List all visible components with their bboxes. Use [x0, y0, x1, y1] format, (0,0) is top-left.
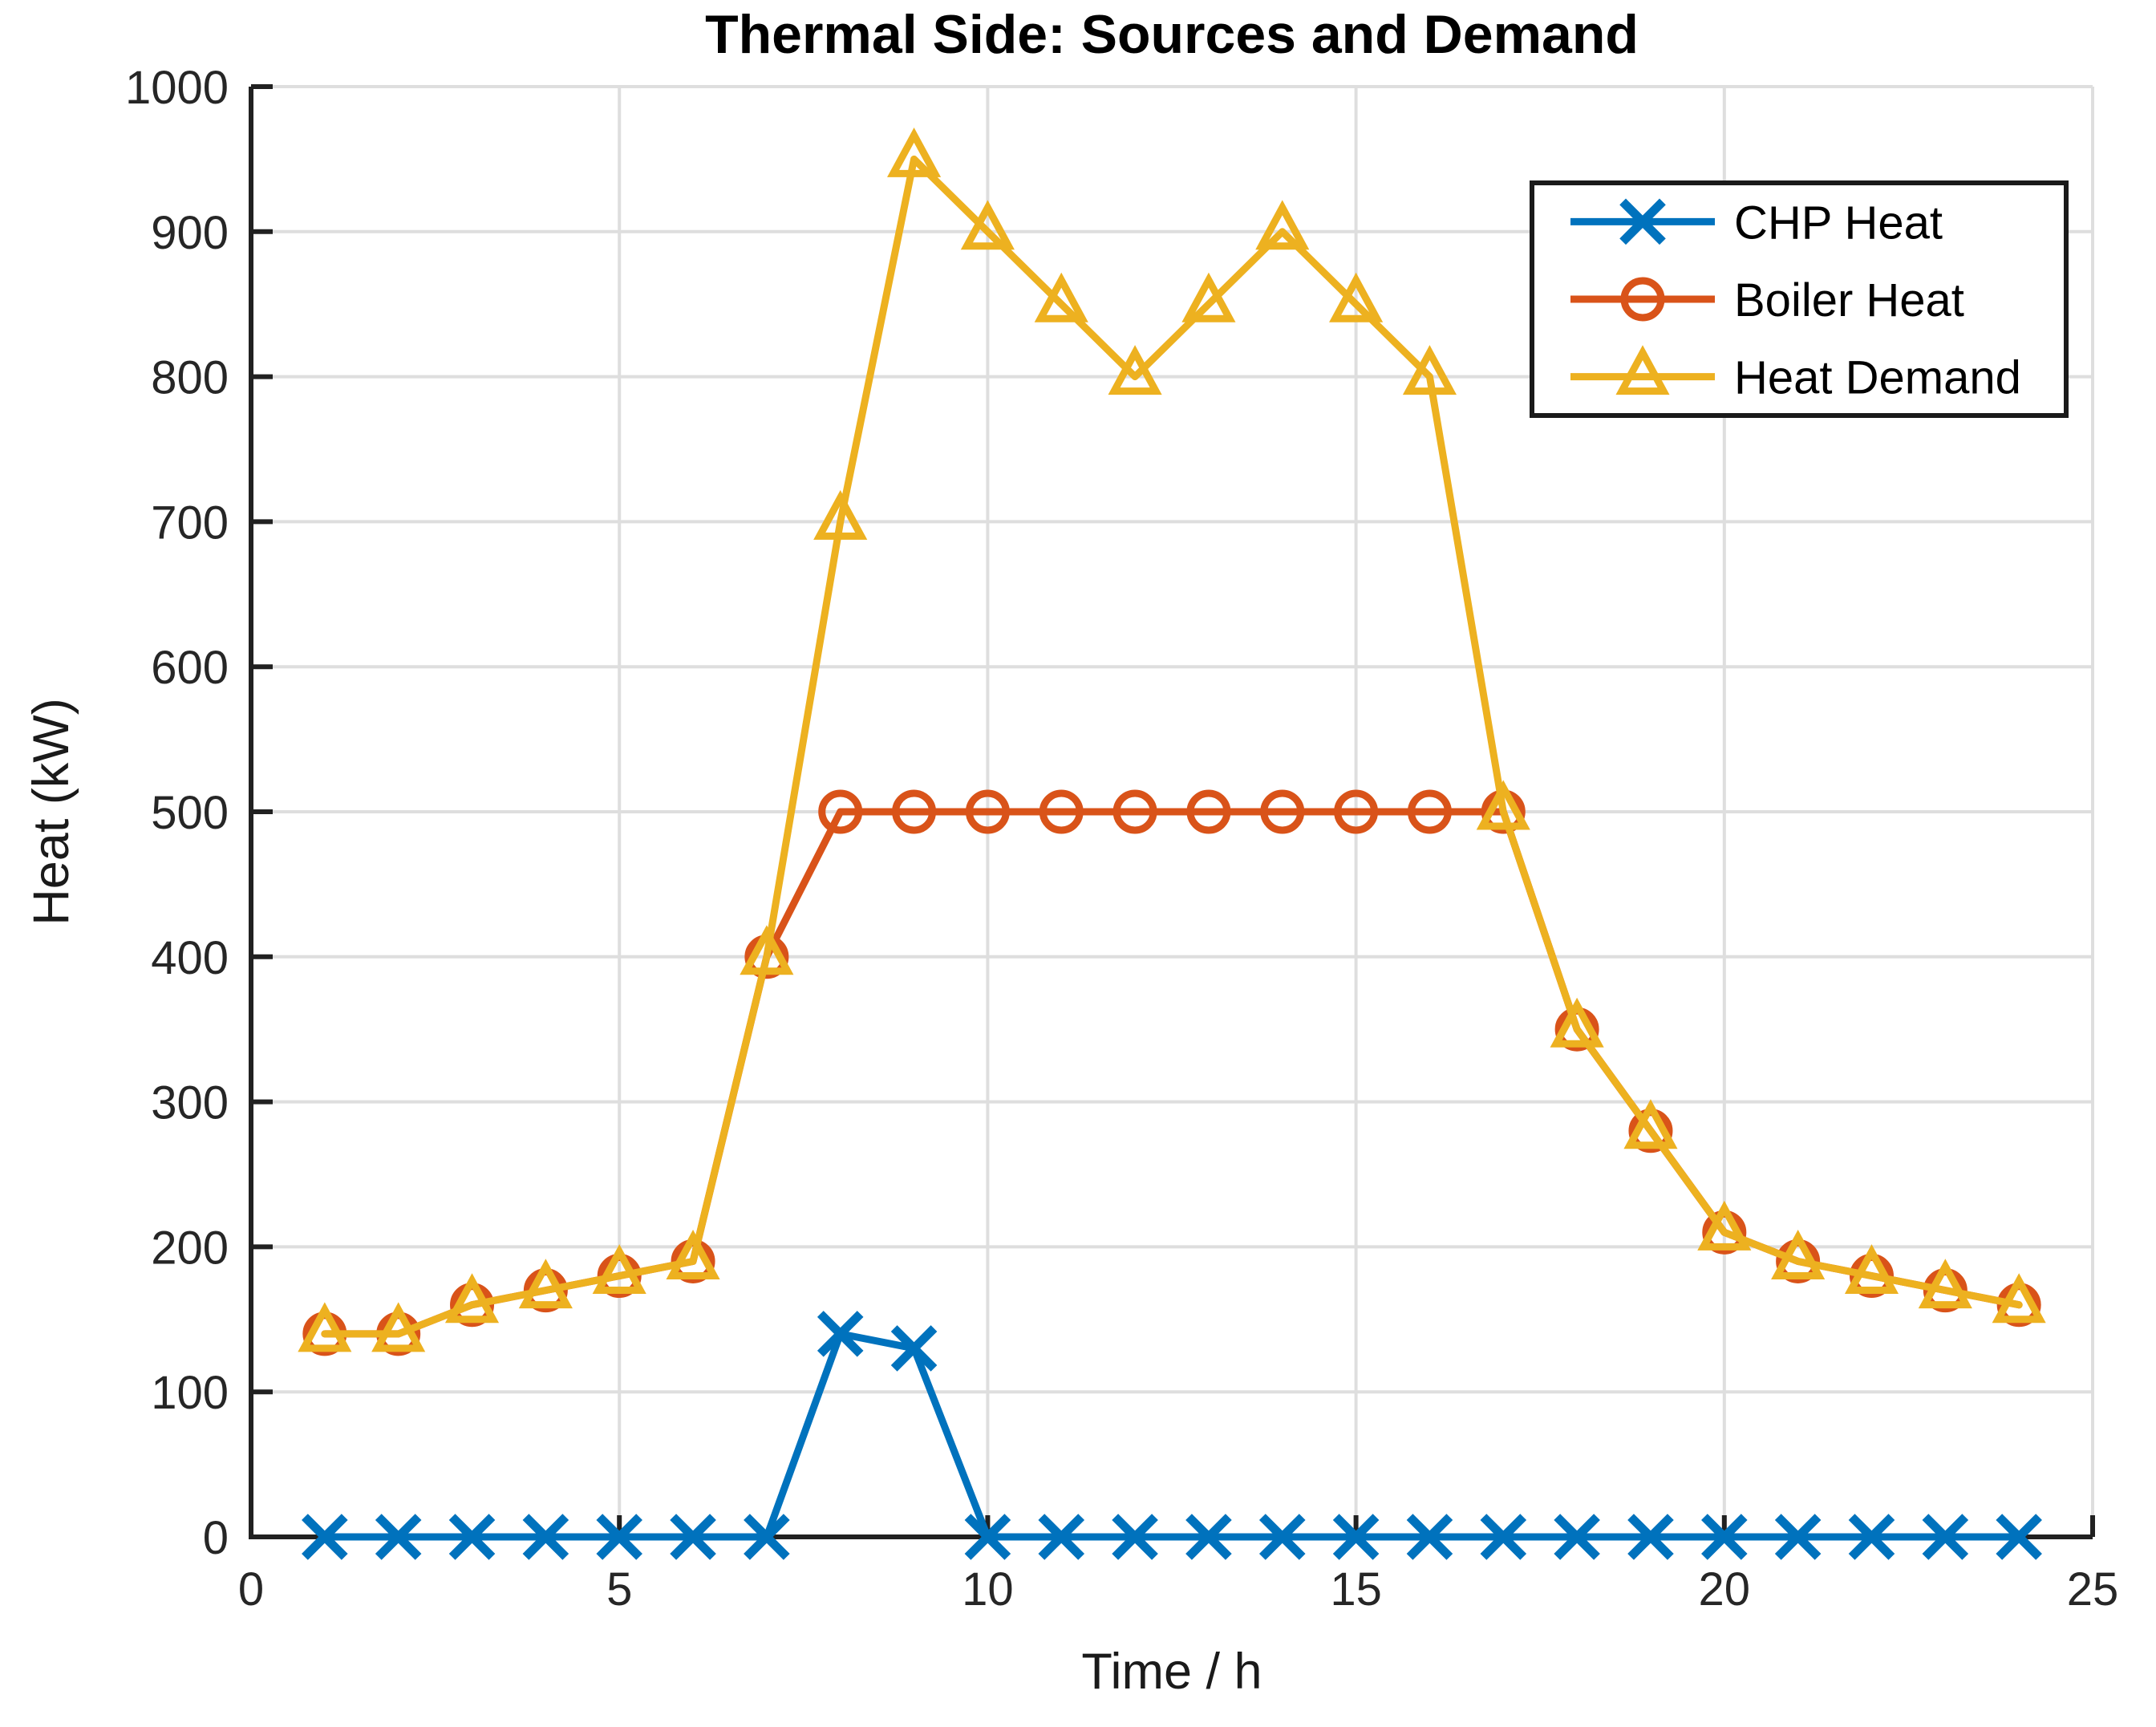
y-tick-label: 500: [151, 787, 229, 839]
triangle-marker: [813, 489, 868, 540]
x-tick-label: 20: [1699, 1563, 1751, 1616]
y-tick-label: 900: [151, 207, 229, 259]
circle-marker: [1334, 789, 1379, 834]
legend-item-heat-demand: Heat Demand: [1570, 345, 2021, 404]
x-marker: [1406, 1514, 1453, 1560]
circle-marker: [818, 789, 863, 834]
x-marker: [1701, 1514, 1748, 1560]
triangle-marker: [1108, 345, 1162, 395]
series-chp-heat: [302, 1311, 2042, 1560]
x-marker: [1554, 1514, 1600, 1560]
triangle-marker: [1181, 272, 1236, 322]
y-tick-label: 300: [151, 1077, 229, 1129]
x-marker: [1922, 1514, 1969, 1560]
x-axis-label: Time / h: [1081, 1644, 1262, 1700]
x-marker: [817, 1311, 864, 1357]
legend-item-chp-heat: CHP Heat: [1570, 197, 1943, 249]
x-marker: [1627, 1514, 1674, 1560]
circle-marker: [1039, 789, 1084, 834]
y-axis-label: Heat (kW): [23, 698, 79, 926]
x-tick-label: 10: [962, 1563, 1014, 1616]
triangle-marker: [1329, 272, 1384, 322]
circle-marker: [892, 789, 937, 834]
x-marker: [1112, 1514, 1158, 1560]
legend-label: CHP Heat: [1734, 197, 1943, 249]
legend-label: Heat Demand: [1734, 352, 2021, 404]
y-tick-label: 0: [203, 1512, 229, 1564]
legend-label: Boiler Heat: [1734, 274, 1964, 326]
x-marker: [1038, 1514, 1085, 1560]
circle-marker: [1260, 789, 1305, 834]
y-tick-label: 600: [151, 642, 229, 694]
x-marker: [744, 1514, 790, 1560]
triangle-marker: [1697, 1200, 1752, 1251]
x-marker: [375, 1514, 422, 1560]
x-marker: [1480, 1514, 1527, 1560]
circle-marker: [965, 789, 1010, 834]
triangle-marker: [1615, 345, 1670, 395]
chart-title: Thermal Side: Sources and Demand: [705, 4, 1639, 65]
x-marker: [1258, 1514, 1306, 1560]
x-tick-label: 15: [1330, 1563, 1382, 1616]
triangle-marker: [666, 1230, 720, 1279]
y-tick-label: 100: [151, 1367, 229, 1419]
series-layer: [298, 127, 2046, 1560]
circle-marker: [1112, 789, 1157, 834]
y-tick-label: 200: [151, 1222, 229, 1274]
circle-marker: [1407, 789, 1452, 834]
series-heat-demand: [298, 127, 2046, 1352]
triangle-marker: [1402, 345, 1457, 395]
x-marker: [890, 1325, 938, 1372]
triangle-marker: [740, 925, 794, 975]
triangle-marker: [1255, 200, 1310, 250]
triangle-marker: [1034, 272, 1088, 322]
y-tick-label: 1000: [125, 62, 229, 114]
x-marker: [596, 1514, 642, 1560]
x-marker: [964, 1514, 1011, 1560]
x-marker: [1619, 198, 1666, 245]
x-marker: [1848, 1514, 1895, 1560]
x-marker: [302, 1514, 348, 1560]
triangle-marker: [371, 1302, 426, 1352]
series-line-boiler-heat: [321, 808, 2023, 1338]
series-line-chp-heat: [321, 1330, 2023, 1541]
x-marker: [670, 1514, 716, 1560]
x-tick-label: 25: [2067, 1563, 2119, 1616]
x-marker: [522, 1514, 569, 1560]
y-tick-label: 800: [151, 352, 229, 404]
triangle-marker: [1623, 1099, 1678, 1149]
triangle-marker: [1992, 1273, 2046, 1324]
triangle-marker: [1844, 1244, 1899, 1295]
triangle-marker: [1771, 1230, 1826, 1279]
x-marker: [1332, 1514, 1380, 1560]
x-marker: [1185, 1514, 1232, 1560]
legend: CHP Heat Boiler Heat Heat Demand: [1530, 180, 2069, 418]
triangle-marker: [960, 200, 1015, 250]
legend-item-boiler-heat: Boiler Heat: [1570, 274, 1964, 326]
x-marker: [1774, 1514, 1822, 1560]
triangle-marker: [1476, 780, 1530, 830]
triangle-marker: [518, 1259, 573, 1309]
circle-marker: [1186, 789, 1231, 834]
x-marker: [448, 1514, 496, 1560]
circle-marker: [1620, 277, 1665, 322]
x-tick-label: 5: [606, 1563, 632, 1616]
triangle-marker: [1918, 1259, 1972, 1309]
x-marker: [1996, 1514, 2042, 1560]
triangle-marker: [1550, 997, 1604, 1048]
triangle-marker: [444, 1273, 500, 1324]
y-tick-label: 400: [151, 932, 229, 984]
x-tick-label: 0: [238, 1563, 264, 1616]
y-tick-label: 700: [151, 497, 229, 549]
triangle-marker: [298, 1302, 352, 1352]
triangle-marker: [592, 1244, 646, 1295]
triangle-marker: [887, 127, 942, 177]
